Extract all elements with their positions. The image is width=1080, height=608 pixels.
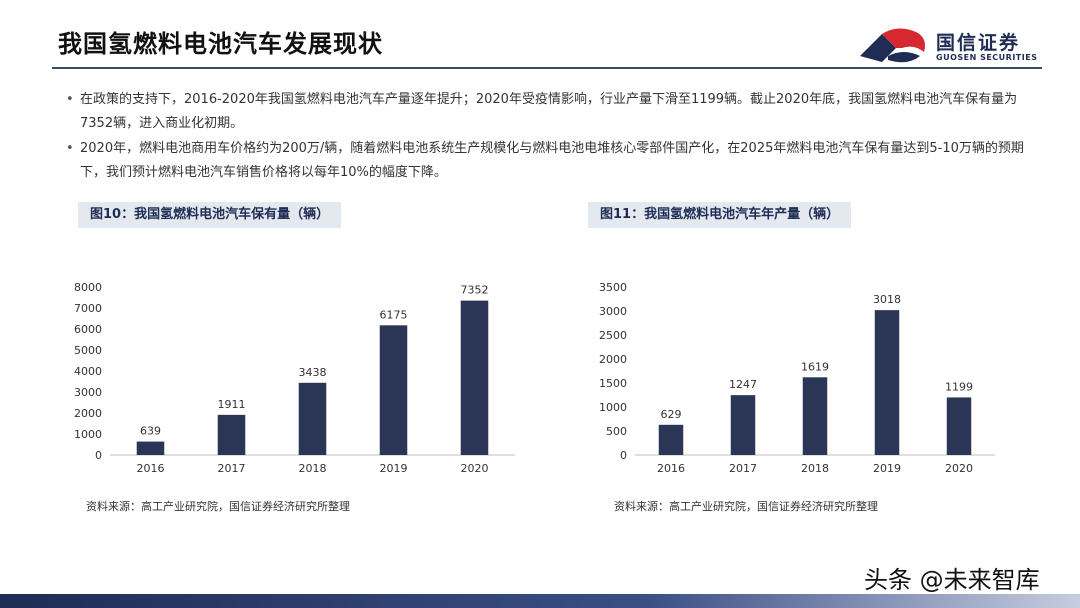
x-tick-label: 2020 [945,462,973,475]
y-tick-label: 0 [95,449,102,462]
title-divider [52,67,1042,69]
data-label: 7352 [461,284,489,297]
y-tick-label: 1500 [599,377,627,390]
logo-text-cn: 国信证券 [936,32,1021,54]
data-label: 3438 [299,366,327,379]
bar [136,441,165,455]
y-tick-label: 2000 [74,407,102,420]
y-tick-label: 7000 [74,302,102,315]
bullet-list: 在政策的支持下，2016-2020年我国氢燃料电池汽车产量逐年提升；2020年受… [66,88,1046,186]
data-label: 629 [661,408,682,421]
page-title: 我国氢燃料电池汽车发展现状 [58,30,383,58]
bar [658,424,684,455]
y-tick-label: 3000 [74,386,102,399]
data-label: 639 [140,425,161,438]
y-tick-label: 3000 [599,305,627,318]
x-tick-label: 2017 [218,462,246,475]
x-tick-label: 2017 [729,462,757,475]
footer-bar [0,594,1080,608]
company-logo: 国信证券 GUOSEN SECURITIES [858,24,1048,68]
x-tick-label: 2018 [299,462,327,475]
y-tick-label: 3500 [599,281,627,294]
data-label: 1199 [945,380,973,393]
y-tick-label: 2000 [599,353,627,366]
source-note: 资料来源：高工产业研究院，国信证券经济研究所整理 [614,500,878,513]
data-label: 1619 [801,360,829,373]
x-tick-label: 2016 [137,462,165,475]
y-tick-label: 2500 [599,329,627,342]
ownership-bar-chart: 0 1000 2000 3000 4000 5000 6000 7000 8000 639 2016… [74,281,515,475]
bar [946,397,972,455]
data-label: 1247 [729,378,757,391]
chart-title: 图10：我国氢燃料电池汽车保有量（辆） [78,202,342,228]
x-tick-label: 2016 [657,462,685,475]
production-bar-chart: 0 500 1000 1500 2000 2500 3000 3500 629 2016 1247 2… [599,281,995,475]
y-tick-label: 1000 [74,428,102,441]
bar [379,325,408,455]
bar [460,300,489,455]
bar [802,377,828,455]
x-tick-label: 2019 [873,462,901,475]
bullet-item: 在政策的支持下，2016-2020年我国氢燃料电池汽车产量逐年提升；2020年受… [66,88,1046,136]
watermark: 头条 @未来智库 [864,566,1040,594]
x-tick-label: 2018 [801,462,829,475]
chart-title: 图11：我国氢燃料电池汽车年产量（辆） [588,202,852,228]
y-tick-label: 500 [606,425,627,438]
bullet-item: 2020年，燃料电池商用车价格约为200万/辆，随着燃料电池系统生产规模化与燃料… [66,137,1046,185]
y-tick-label: 4000 [74,365,102,378]
guosen-logo-icon [860,28,925,63]
y-tick-label: 6000 [74,323,102,336]
data-label: 1911 [218,398,246,411]
y-tick-label: 8000 [74,281,102,294]
y-tick-label: 0 [620,449,627,462]
bar [874,310,900,455]
y-tick-label: 5000 [74,344,102,357]
y-tick-label: 1000 [599,401,627,414]
x-tick-label: 2019 [380,462,408,475]
bar [298,382,327,455]
bar [730,395,756,455]
logo-text-en: GUOSEN SECURITIES [936,53,1038,62]
source-note: 资料来源：高工产业研究院，国信证券经济研究所整理 [86,500,350,513]
x-tick-label: 2020 [461,462,489,475]
data-label: 3018 [873,293,901,306]
bar [217,414,246,455]
data-label: 6175 [380,308,408,321]
